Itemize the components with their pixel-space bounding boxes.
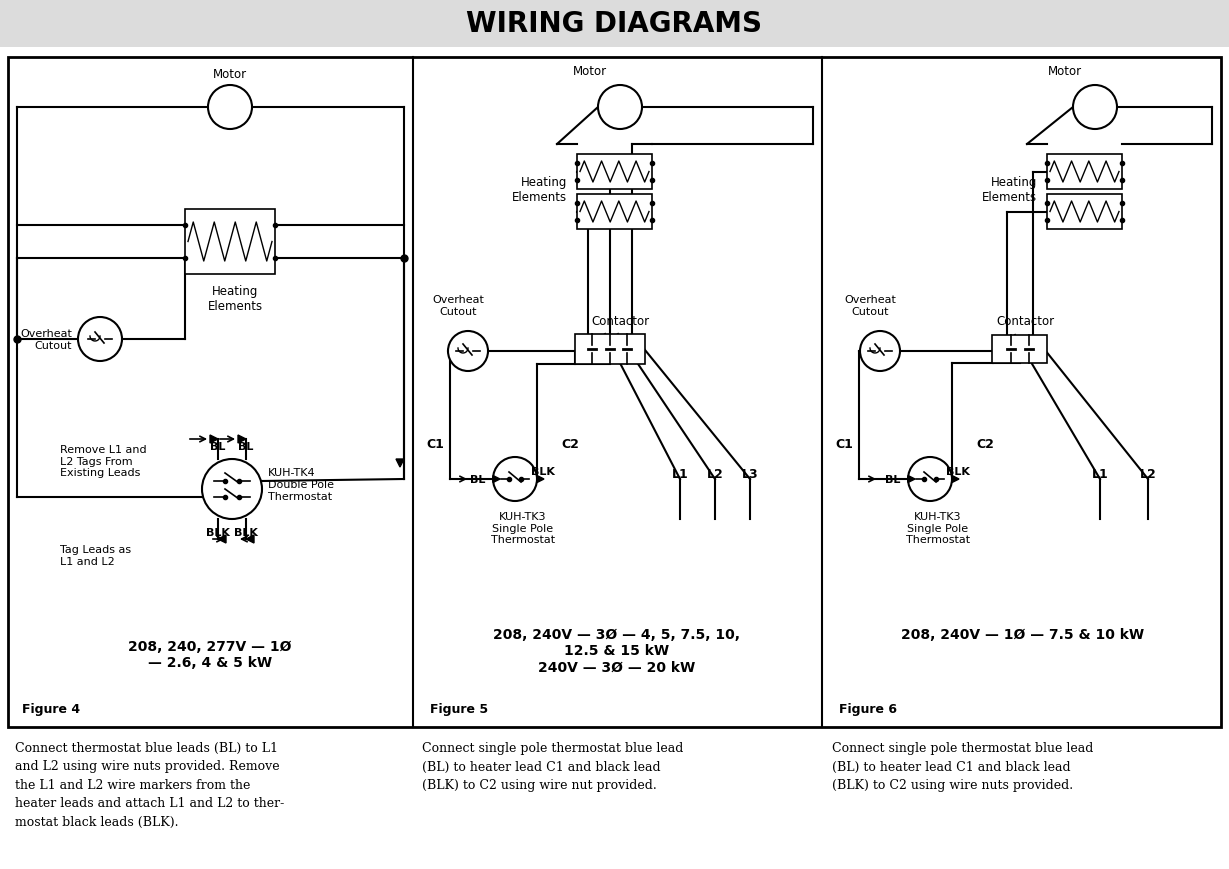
Polygon shape xyxy=(537,476,544,483)
Bar xyxy=(993,335,1047,363)
Text: Heating
Elements: Heating Elements xyxy=(208,285,263,313)
Circle shape xyxy=(599,86,642,129)
Text: BL: BL xyxy=(469,474,485,484)
Text: Remove L1 and
L2 Tags From
Existing Leads: Remove L1 and L2 Tags From Existing Lead… xyxy=(60,444,146,478)
Text: BL: BL xyxy=(885,474,900,484)
Text: L2: L2 xyxy=(707,468,724,481)
Text: Figure 6: Figure 6 xyxy=(839,703,897,716)
Text: Heating
Elements: Heating Elements xyxy=(511,176,567,203)
Text: Figure 5: Figure 5 xyxy=(430,703,488,716)
Circle shape xyxy=(493,457,537,501)
Circle shape xyxy=(202,460,262,520)
Circle shape xyxy=(908,457,952,501)
Bar xyxy=(576,195,653,229)
Polygon shape xyxy=(908,476,916,483)
Text: BLK: BLK xyxy=(206,527,230,537)
Text: BL: BL xyxy=(238,441,253,452)
Text: C1: C1 xyxy=(426,438,444,451)
Text: Overheat
Cutout: Overheat Cutout xyxy=(433,295,484,316)
Text: Motor: Motor xyxy=(573,65,607,78)
Text: C2: C2 xyxy=(562,438,579,451)
Text: WIRING DIAGRAMS: WIRING DIAGRAMS xyxy=(466,10,762,38)
Text: L2: L2 xyxy=(1139,468,1156,481)
Bar xyxy=(9,58,1220,727)
Text: Motor: Motor xyxy=(213,68,247,81)
Polygon shape xyxy=(210,435,218,443)
Polygon shape xyxy=(952,476,959,483)
Bar xyxy=(575,335,645,365)
Text: KUH-TK3
Single Pole
Thermostat: KUH-TK3 Single Pole Thermostat xyxy=(490,512,556,545)
Text: Connect thermostat blue leads (BL) to L1
and L2 using wire nuts provided. Remove: Connect thermostat blue leads (BL) to L1… xyxy=(15,741,284,828)
Text: 208, 240V — 1Ø — 7.5 & 10 kW: 208, 240V — 1Ø — 7.5 & 10 kW xyxy=(901,627,1144,641)
Bar xyxy=(576,155,653,189)
Circle shape xyxy=(208,86,252,129)
Text: BLK: BLK xyxy=(234,527,258,537)
Text: 208, 240, 277V — 1Ø
— 2.6, 4 & 5 kW: 208, 240, 277V — 1Ø — 2.6, 4 & 5 kW xyxy=(128,640,291,669)
Text: Overheat
Cutout: Overheat Cutout xyxy=(844,295,896,316)
Text: BLK: BLK xyxy=(946,467,970,476)
Text: Tag Leads as
L1 and L2: Tag Leads as L1 and L2 xyxy=(60,544,132,566)
Text: L1: L1 xyxy=(1091,468,1109,481)
Text: Connect single pole thermostat blue lead
(BL) to heater lead C1 and black lead
(: Connect single pole thermostat blue lead… xyxy=(422,741,683,791)
Circle shape xyxy=(1073,86,1117,129)
Polygon shape xyxy=(396,460,404,468)
Text: Contactor: Contactor xyxy=(995,315,1054,328)
Text: Connect single pole thermostat blue lead
(BL) to heater lead C1 and black lead
(: Connect single pole thermostat blue lead… xyxy=(832,741,1094,791)
Text: Heating
Elements: Heating Elements xyxy=(982,176,1037,203)
Circle shape xyxy=(449,332,488,372)
Text: Figure 4: Figure 4 xyxy=(22,703,80,716)
Text: C2: C2 xyxy=(976,438,994,451)
Text: L3: L3 xyxy=(741,468,758,481)
Text: L1: L1 xyxy=(671,468,688,481)
Text: BLK: BLK xyxy=(531,467,554,476)
Text: Contactor: Contactor xyxy=(591,315,649,328)
Polygon shape xyxy=(218,535,226,543)
Bar xyxy=(1047,155,1122,189)
Polygon shape xyxy=(238,435,246,443)
Bar xyxy=(0,0,1229,48)
Text: Motor: Motor xyxy=(1048,65,1082,78)
Text: Overheat
Cutout: Overheat Cutout xyxy=(20,328,73,350)
Text: 208, 240V — 3Ø — 4, 5, 7.5, 10,
12.5 & 15 kW
240V — 3Ø — 20 kW: 208, 240V — 3Ø — 4, 5, 7.5, 10, 12.5 & 1… xyxy=(494,627,741,673)
Text: KUH-TK4
Double Pole
Thermostat: KUH-TK4 Double Pole Thermostat xyxy=(268,468,334,501)
Text: C1: C1 xyxy=(834,438,853,451)
Text: KUH-TK3
Single Pole
Thermostat: KUH-TK3 Single Pole Thermostat xyxy=(906,512,970,545)
Text: BL: BL xyxy=(210,441,226,452)
Polygon shape xyxy=(246,535,254,543)
Circle shape xyxy=(77,318,122,362)
Polygon shape xyxy=(493,476,500,483)
Circle shape xyxy=(860,332,900,372)
Bar xyxy=(1047,195,1122,229)
Bar xyxy=(186,209,275,275)
